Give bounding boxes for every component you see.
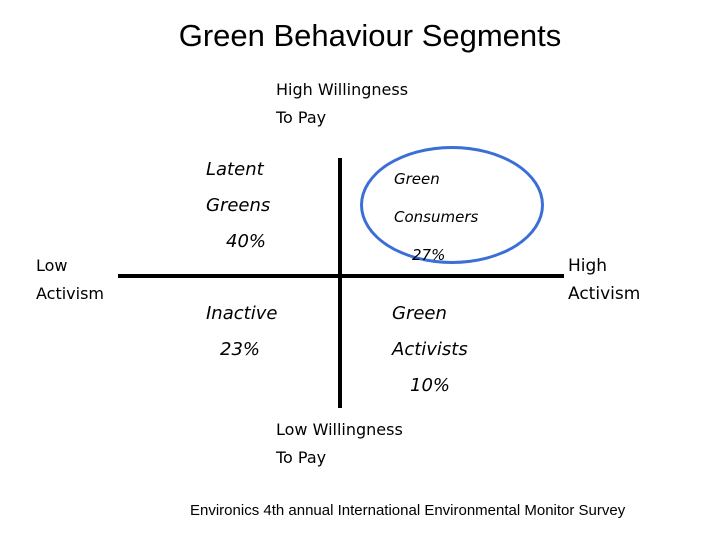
segment-green-consumers: Green Consumers 27% [394,160,478,274]
axis-label-line: To Pay [276,448,327,467]
source-caption: Environics 4th annual International Envi… [190,502,626,519]
axis-label-line: High Willingness [276,80,409,99]
segment-name-line: Green [392,303,447,324]
segment-name-line: Inactive [206,303,278,324]
axis-label-line: Activism [36,284,105,303]
segment-green-activists: Green Activists 10% [392,296,468,404]
axis-label-high-willingness: High Willingness To Pay [276,76,408,132]
highlight-ellipse [360,146,544,264]
diagram-title: Green Behaviour Segments [178,18,562,53]
segment-percent: 40% [226,231,267,252]
axis-label-line: Low Willingness [276,420,403,439]
axis-label-high-activism: High Activism [568,252,640,308]
segment-percent: 27% [412,246,446,264]
horizontal-axis [118,274,564,278]
axis-label-line: To Pay [276,108,327,127]
segment-latent-greens: Latent Greens 40% [206,152,270,260]
axis-label-low-activism: Low Activism [36,252,104,308]
segment-name-line: Greens [206,195,271,216]
axis-label-line: Activism [568,284,641,304]
axis-label-line: High [568,256,608,276]
segment-percent: 10% [410,375,451,396]
axis-label-line: Low [36,256,68,275]
vertical-axis [338,158,342,408]
segment-name-line: Latent [206,159,264,180]
axis-label-low-willingness: Low Willingness To Pay [276,416,403,472]
segment-name-line: Green [394,170,440,188]
segment-name-line: Activists [392,339,468,360]
segment-inactive: Inactive 23% [206,296,277,368]
segment-percent: 23% [220,339,261,360]
segment-name-line: Consumers [394,208,479,226]
